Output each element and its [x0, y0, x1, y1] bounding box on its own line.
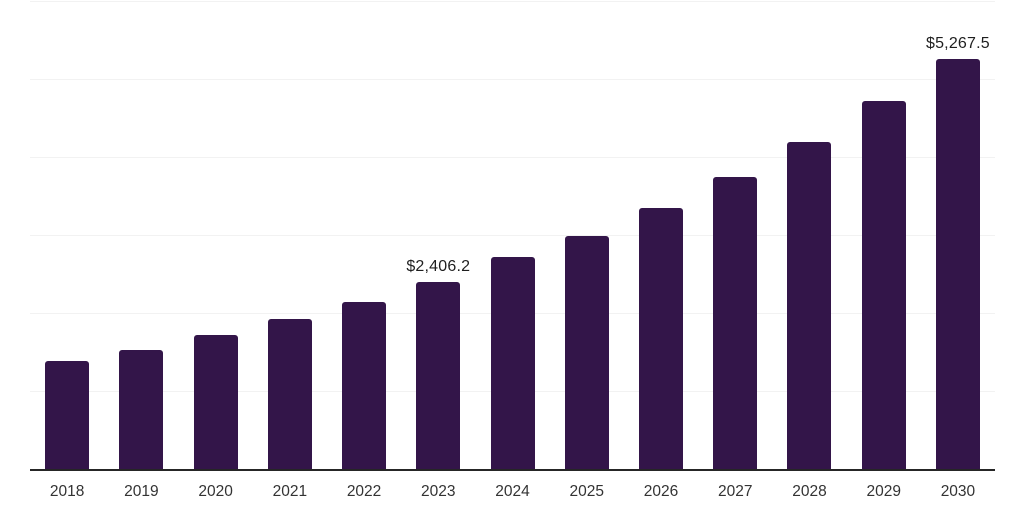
bar-band-2029	[847, 2, 921, 470]
x-tick-2026: 2026	[643, 483, 679, 500]
x-tick-2022: 2022	[346, 483, 382, 500]
x-tick-2019: 2019	[124, 483, 159, 500]
bar-band-2027	[698, 2, 772, 470]
bar-band-2028	[772, 2, 846, 470]
bar-2026	[638, 208, 683, 470]
plot-area: $2,406.2 $5,267.5	[30, 1, 995, 471]
x-tick-2025: 2025	[569, 483, 604, 500]
x-tick-2024: 2024	[495, 483, 530, 500]
bar-2028	[787, 142, 832, 470]
x-tick-2018: 2018	[49, 483, 85, 500]
x-tick-2027: 2027	[717, 483, 753, 500]
bar-2027	[713, 177, 758, 470]
data-label-2030: $5,267.5	[925, 35, 990, 53]
bar-band-2030: $5,267.5	[921, 2, 995, 470]
x-tick-2021: 2021	[272, 483, 308, 500]
x-tick-2029: 2029	[866, 483, 901, 500]
gridline	[30, 1, 995, 2]
x-tick-2023: 2023	[421, 483, 456, 500]
bar-2021	[267, 319, 312, 470]
bar-2025	[564, 236, 609, 470]
bar-2019	[119, 350, 164, 470]
bar-2018	[45, 361, 90, 470]
bar-2023	[416, 282, 461, 470]
data-label-2023: $2,406.2	[406, 258, 471, 276]
x-tick-2028: 2028	[792, 483, 827, 500]
bars-row: $2,406.2 $5,267.5	[30, 2, 995, 470]
bar-band-2025	[550, 2, 624, 470]
x-axis-tick-labels: 2018 2019 2020 2021 2022 2023 2024 2025 2026 2027…	[30, 483, 995, 501]
bar-band-2020	[178, 2, 252, 470]
bar-band-2026	[624, 2, 698, 470]
bar-2022	[342, 302, 387, 470]
x-tick-2020: 2020	[198, 483, 233, 500]
bar-2020	[193, 335, 238, 470]
bar-band-2023: $2,406.2	[401, 2, 475, 470]
gridline	[30, 79, 995, 80]
x-axis-line	[30, 469, 995, 471]
bar-band-2019	[104, 2, 178, 470]
bar-band-2018	[30, 2, 104, 470]
gridline	[30, 235, 995, 236]
x-tick-2030: 2030	[940, 483, 976, 500]
bar-2029	[861, 100, 906, 470]
bar-2024	[490, 256, 535, 470]
bar-2030	[935, 59, 980, 470]
bar-band-2024	[475, 2, 549, 470]
bar-band-2021	[253, 2, 327, 470]
gridline	[30, 157, 995, 159]
bar-band-2022	[327, 2, 401, 470]
